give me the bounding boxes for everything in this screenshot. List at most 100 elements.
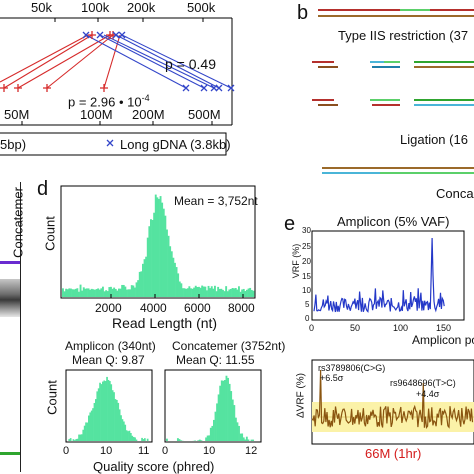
histogram-bar (92, 408, 94, 441)
amplicon-mean-q: Mean Q: 9.87 (72, 353, 145, 367)
histogram-bar (135, 439, 138, 441)
histogram-bar (250, 289, 253, 297)
histogram-bar (201, 285, 204, 297)
histogram-bar (242, 437, 245, 441)
histogram-bar (188, 286, 191, 297)
amp-xtick-0: 0 (63, 445, 70, 457)
histogram-bar (209, 427, 212, 441)
histogram-bar (105, 290, 108, 297)
histogram-bar (206, 290, 208, 297)
histogram-bar (117, 402, 120, 441)
histogram-bar (175, 267, 178, 297)
histogram-bar (106, 291, 109, 297)
histogram-bar (108, 287, 111, 297)
vrf-xtick-0: 0 (309, 323, 315, 333)
histogram-bar (170, 251, 173, 297)
histogram-bar (204, 286, 207, 297)
histogram-bar (150, 219, 152, 297)
histogram-bar (113, 287, 116, 297)
histogram-bar (78, 434, 80, 441)
histogram-bar (109, 381, 111, 441)
histogram-bar (206, 435, 209, 441)
top-tick-500k: 500k (187, 0, 216, 15)
top-tick-100k: 100k (81, 0, 110, 15)
top-tick-50k: 50k (31, 0, 52, 15)
histogram-bar (186, 288, 189, 297)
p-value-lower: p = 2.96 • 10-4 (68, 93, 150, 110)
histogram-bar (233, 405, 236, 441)
histogram-bar (191, 288, 194, 297)
histogram-bar (220, 288, 223, 297)
histogram-bar (110, 384, 113, 441)
histogram-bar (161, 202, 164, 297)
histogram-bar (113, 392, 115, 441)
hist-xtick-6000: 6000 (184, 301, 211, 315)
histogram-bar (90, 288, 93, 297)
annotation-rs9648696-sigma: +4.4σ (416, 389, 440, 399)
histogram-bar (141, 437, 143, 441)
histogram-bar (252, 439, 255, 441)
histogram-bar (134, 287, 136, 297)
quality-xlabel: Quality score (phred) (93, 459, 215, 474)
histogram-bar (71, 289, 74, 297)
histogram-bar (230, 391, 233, 441)
histogram-bar (142, 263, 144, 297)
histogram-bar (167, 235, 170, 297)
histogram-bar (126, 289, 128, 297)
histogram-bar (127, 431, 129, 441)
histogram-bar (81, 290, 84, 297)
histogram-bar (234, 417, 237, 441)
histogram-bar (82, 287, 85, 297)
histogram-bar (238, 425, 240, 441)
histogram-bar (83, 425, 86, 441)
amp-xtick-11: 11 (138, 445, 150, 457)
histogram-bar (230, 288, 232, 297)
histogram-bar (183, 288, 186, 297)
histogram-bar (178, 439, 181, 441)
histogram-bar (86, 288, 88, 297)
histogram-bar (194, 285, 197, 297)
histogram-bar (134, 437, 136, 441)
ligation-step-label: Ligation (16 (400, 132, 468, 147)
histogram-bar (218, 288, 221, 297)
histogram-bar (95, 399, 97, 441)
hist-xlabel: Read Length (nt) (112, 315, 218, 331)
delta-vrf-footer: 66M (1hr) (365, 446, 422, 461)
histogram-bar (93, 402, 96, 441)
histogram-bar (124, 424, 127, 441)
histogram-bar (250, 439, 253, 441)
histogram-bar (208, 435, 211, 441)
vrf-xlabel: Amplicon po (412, 333, 474, 347)
histogram-bar (154, 194, 157, 297)
histogram-bar (166, 229, 168, 297)
histogram-bar (102, 286, 104, 297)
read-length-bars (62, 194, 255, 297)
histogram-bar (82, 429, 85, 441)
histogram-bar (118, 409, 121, 441)
histogram-bar (79, 434, 82, 441)
histogram-bar (178, 281, 181, 297)
histogram-bar (174, 262, 176, 297)
histogram-bar (159, 196, 162, 297)
histogram-bar (241, 433, 244, 441)
histogram-bar (107, 379, 110, 441)
histogram-bar (234, 288, 237, 297)
histogram-bar (244, 439, 247, 441)
histogram-bar (69, 438, 72, 441)
vrf-xtick-100: 100 (393, 323, 409, 333)
histogram-bar (220, 380, 223, 441)
concatemer-quality-bars (166, 375, 255, 441)
histogram-bar (198, 286, 200, 297)
histogram-bar (239, 433, 242, 441)
histogram-bar (90, 410, 93, 441)
histogram-bar (148, 226, 151, 297)
histogram-bar (130, 285, 133, 297)
histogram-bar (146, 438, 149, 441)
histogram-bar (211, 425, 214, 441)
histogram-bar (207, 285, 210, 297)
histogram-bar (73, 289, 76, 297)
histogram-bar (75, 439, 78, 441)
con-xtick-12: 12 (245, 445, 258, 457)
histogram-bar (138, 271, 141, 297)
